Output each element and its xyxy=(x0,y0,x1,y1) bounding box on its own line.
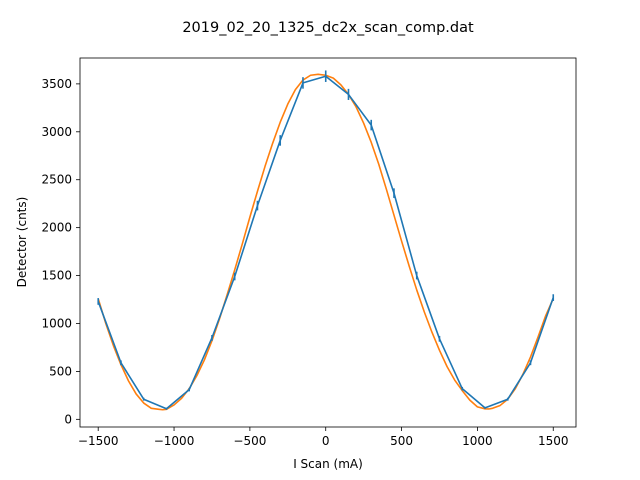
y-axis-label: Detector (cnts) xyxy=(15,197,29,288)
y-tick-label: 1000 xyxy=(41,316,72,330)
x-tick-label: 1000 xyxy=(462,434,493,448)
x-tick-label: −500 xyxy=(233,434,266,448)
y-tick-label: 2000 xyxy=(41,221,72,235)
y-tick-label: 1500 xyxy=(41,269,72,283)
y-tick-label: 500 xyxy=(49,364,72,378)
x-tick-label: −1000 xyxy=(154,434,195,448)
y-tick-label: 2500 xyxy=(41,173,72,187)
y-axis-ticks: 0 500 1000 1500 2000 2500 3000 3500 xyxy=(41,77,80,426)
y-tick-label: 3500 xyxy=(41,77,72,91)
chart-title: 2019_02_20_1325_dc2x_scan_comp.dat xyxy=(182,20,474,36)
x-tick-label: 0 xyxy=(322,434,330,448)
x-tick-label: 500 xyxy=(390,434,413,448)
x-axis-ticks: −1500 −1000 −500 0 500 1000 1500 xyxy=(78,427,569,448)
x-tick-label: 1500 xyxy=(538,434,569,448)
data-series-layer xyxy=(97,70,555,410)
x-tick-label: −1500 xyxy=(78,434,119,448)
y-tick-label: 3000 xyxy=(41,125,72,139)
x-axis-label: I Scan (mA) xyxy=(293,457,363,471)
y-tick-label: 0 xyxy=(64,412,72,426)
axes-frame xyxy=(79,57,577,428)
plot-area xyxy=(79,57,577,428)
